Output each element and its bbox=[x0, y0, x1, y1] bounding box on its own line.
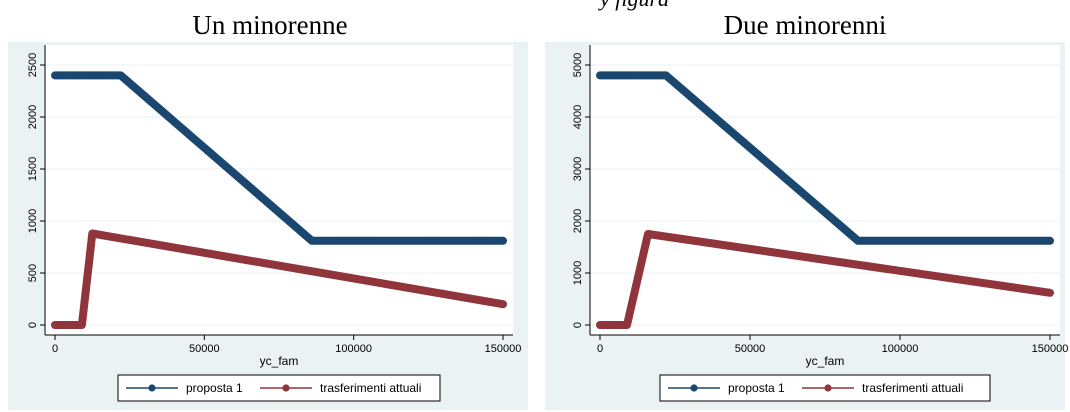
header-fragment: y figura bbox=[600, 0, 669, 12]
y-tick-label: 4000 bbox=[572, 105, 584, 129]
legend-marker-0 bbox=[690, 384, 698, 392]
x-tick-label: 100000 bbox=[882, 343, 919, 355]
y-tick-label: 2000 bbox=[27, 105, 39, 129]
x-tick-label: 100000 bbox=[335, 343, 372, 355]
chart-title-left: Un minorenne bbox=[192, 10, 348, 40]
legend-label-1: trasferimenti attuali bbox=[862, 381, 963, 395]
y-tick-label: 0 bbox=[572, 322, 584, 328]
y-tick-label: 1000 bbox=[572, 261, 584, 285]
x-tick-label: 150000 bbox=[1032, 343, 1069, 355]
x-axis-label: yc_fam bbox=[806, 354, 845, 368]
legend-label-0: proposta 1 bbox=[728, 381, 785, 395]
x-tick-label: 50000 bbox=[735, 343, 766, 355]
series-point-1 bbox=[1046, 289, 1054, 296]
y-tick-label: 1500 bbox=[27, 157, 39, 181]
series-point-0 bbox=[499, 237, 507, 244]
legend-label-0: proposta 1 bbox=[186, 381, 243, 395]
chart-title-right: Due minorenni bbox=[723, 10, 887, 40]
legend-marker-0 bbox=[148, 384, 156, 392]
y-tick-label: 500 bbox=[27, 264, 39, 282]
x-axis-label: yc_fam bbox=[260, 354, 299, 368]
chart-0: 0 500 1000 1500 2000 2500 0 50000 100000 150000 yc… bbox=[8, 42, 528, 410]
legend-marker-1 bbox=[824, 384, 832, 392]
y-tick-label: 5000 bbox=[572, 53, 584, 77]
legend-marker-1 bbox=[282, 384, 290, 392]
y-tick-label: 2000 bbox=[572, 209, 584, 233]
series-point-0 bbox=[1046, 237, 1054, 244]
y-tick-label: 3000 bbox=[572, 157, 584, 181]
y-tick-label: 0 bbox=[27, 322, 39, 328]
x-tick-label: 0 bbox=[597, 343, 603, 355]
x-tick-label: 150000 bbox=[485, 343, 522, 355]
plot-area bbox=[590, 45, 1060, 335]
y-tick-label: 2500 bbox=[27, 53, 39, 77]
series-point-1 bbox=[499, 301, 507, 308]
plot-area bbox=[45, 45, 513, 335]
x-tick-label: 0 bbox=[52, 343, 58, 355]
legend-label-1: trasferimenti attuali bbox=[320, 381, 421, 395]
y-tick-label: 1000 bbox=[27, 209, 39, 233]
x-tick-label: 50000 bbox=[189, 343, 220, 355]
